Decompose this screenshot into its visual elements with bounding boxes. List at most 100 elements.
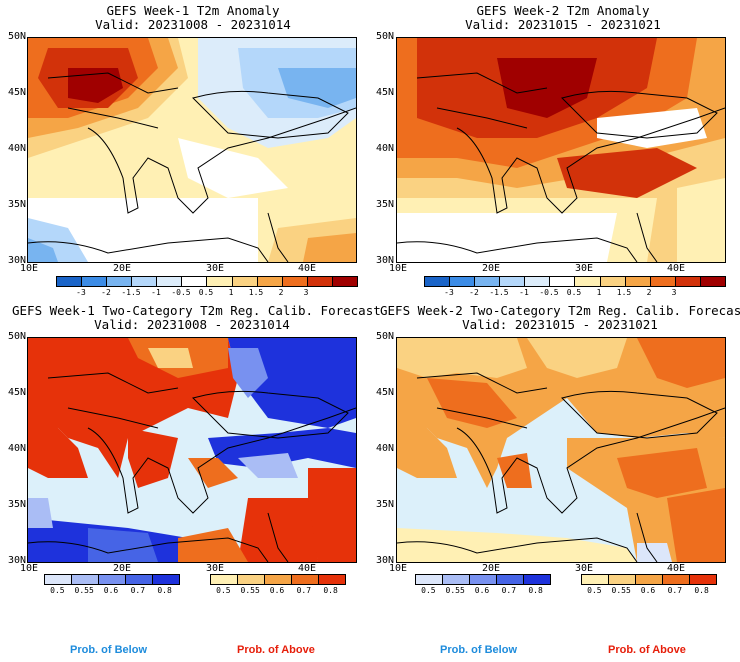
panel2-lat-40n: 40N bbox=[375, 143, 394, 154]
colorbar-swatch bbox=[319, 575, 345, 584]
colorbar-tick-label: 1.5 bbox=[616, 288, 632, 297]
colorbar-tick-label: 2 bbox=[646, 288, 652, 297]
colorbar-tick-label: 3 bbox=[671, 288, 677, 297]
colorbar-tick-label: 0.5 bbox=[50, 586, 65, 595]
colorbar-swatch bbox=[45, 575, 72, 584]
colorbar-tick-label: 0.5 bbox=[421, 586, 436, 595]
panel2-lon-40e: 40E bbox=[666, 263, 686, 274]
panel1-lat-45n: 45N bbox=[7, 87, 26, 98]
colorbar-tick-label: 0.8 bbox=[157, 586, 172, 595]
colorbar-swatch bbox=[525, 277, 551, 286]
panel2-lat-30n: 30N bbox=[375, 255, 394, 266]
panel4-lon-20e: 20E bbox=[481, 563, 501, 574]
colorbar-tick-label: 0.55 bbox=[74, 586, 94, 595]
panel1-title: GEFS Week-1 T2m Anomaly Valid: 20231008 … bbox=[95, 3, 291, 32]
colorbar-swatch bbox=[416, 575, 443, 584]
colorbar-swatch bbox=[282, 277, 308, 286]
panel2-lon-10e: 10E bbox=[388, 263, 408, 274]
colorbar-swatch bbox=[332, 277, 357, 286]
colorbar-tick-label: 0.6 bbox=[103, 586, 119, 595]
panel2-anomaly-colorbar bbox=[424, 276, 726, 287]
colorbar-swatch bbox=[99, 575, 126, 584]
colorbar-swatch bbox=[57, 277, 83, 286]
panel4-lat-30n: 30N bbox=[375, 555, 394, 566]
colorbar-tick-label: -1.5 bbox=[121, 288, 141, 297]
colorbar-swatch bbox=[690, 575, 716, 584]
colorbar-swatch bbox=[425, 277, 451, 286]
panel4-below-colorbar bbox=[415, 574, 551, 585]
colorbar-tick-label: 0.8 bbox=[323, 586, 338, 595]
panel3-prob-above-label: Prob. of Above bbox=[237, 644, 315, 656]
panel3-lon-40e: 40E bbox=[297, 563, 317, 574]
panel2-lon-20e: 20E bbox=[481, 263, 501, 274]
colorbar-tick-label: 0.55 bbox=[240, 586, 260, 595]
panel1-lat-50n: 50N bbox=[7, 31, 26, 42]
panel4-lon-30e: 30E bbox=[574, 563, 594, 574]
panel3-above-colorbar bbox=[210, 574, 346, 585]
colorbar-swatch bbox=[497, 575, 524, 584]
colorbar-swatch bbox=[211, 575, 238, 584]
colorbar-tick-label: 0.7 bbox=[501, 586, 517, 595]
colorbar-swatch bbox=[675, 277, 701, 286]
panel3-lat-35n: 35N bbox=[7, 499, 26, 510]
colorbar-tick-label: 0.7 bbox=[296, 586, 312, 595]
colorbar-swatch bbox=[470, 575, 497, 584]
colorbar-tick-label: -0.5 bbox=[171, 288, 191, 297]
colorbar-tick-label: 0.8 bbox=[694, 586, 709, 595]
panel4-lat-45n: 45N bbox=[375, 387, 394, 398]
colorbar-swatch bbox=[153, 575, 179, 584]
panel4-lon-40e: 40E bbox=[666, 563, 686, 574]
panel2-title: GEFS Week-2 T2m Anomaly Valid: 20231015 … bbox=[465, 3, 661, 32]
panel3-lat-50n: 50N bbox=[7, 331, 26, 342]
colorbar-tick-label: -2 bbox=[469, 288, 479, 297]
colorbar-swatch bbox=[450, 277, 476, 286]
colorbar-swatch bbox=[550, 277, 576, 286]
colorbar-swatch bbox=[82, 277, 108, 286]
panel3-lon-10e: 10E bbox=[19, 563, 39, 574]
colorbar-tick-label: 1.5 bbox=[248, 288, 264, 297]
colorbar-swatch bbox=[575, 277, 601, 286]
colorbar-swatch bbox=[663, 575, 690, 584]
colorbar-swatch bbox=[265, 575, 292, 584]
panel2-lat-45n: 45N bbox=[375, 87, 394, 98]
panel2-anomaly-map bbox=[396, 37, 726, 263]
colorbar-tick-label: -1 bbox=[151, 288, 161, 297]
panel1-lon-20e: 20E bbox=[112, 263, 132, 274]
panel3-lat-40n: 40N bbox=[7, 443, 26, 454]
panel4-prob-above-label: Prob. of Above bbox=[608, 644, 686, 656]
panel4-lon-10e: 10E bbox=[388, 563, 408, 574]
colorbar-tick-label: 0.7 bbox=[130, 586, 146, 595]
colorbar-swatch bbox=[257, 277, 283, 286]
colorbar-swatch bbox=[609, 575, 636, 584]
colorbar-tick-label: 0.55 bbox=[611, 586, 631, 595]
colorbar-tick-label: 0.6 bbox=[640, 586, 656, 595]
panel4-probability-map bbox=[396, 337, 726, 563]
panel3-probability-map bbox=[27, 337, 357, 563]
colorbar-swatch bbox=[132, 277, 158, 286]
colorbar-swatch bbox=[292, 575, 319, 584]
colorbar-swatch bbox=[600, 277, 626, 286]
colorbar-swatch bbox=[582, 575, 609, 584]
colorbar-tick-label: -3 bbox=[76, 288, 86, 297]
colorbar-swatch bbox=[475, 277, 501, 286]
panel3-prob-below-label: Prob. of Below bbox=[70, 644, 147, 656]
panel1-anomaly-map bbox=[27, 37, 357, 263]
colorbar-swatch bbox=[72, 575, 99, 584]
colorbar-swatch bbox=[107, 277, 133, 286]
colorbar-tick-label: 0.55 bbox=[445, 586, 465, 595]
colorbar-tick-label: -1.5 bbox=[489, 288, 509, 297]
colorbar-tick-label: 0.7 bbox=[667, 586, 683, 595]
colorbar-swatch bbox=[207, 277, 233, 286]
panel2-lat-35n: 35N bbox=[375, 199, 394, 210]
colorbar-swatch bbox=[443, 575, 470, 584]
panel1-anomaly-colorbar bbox=[56, 276, 358, 287]
colorbar-tick-label: 0.5 bbox=[587, 586, 602, 595]
colorbar-tick-label: -3 bbox=[444, 288, 454, 297]
colorbar-swatch bbox=[636, 575, 663, 584]
panel3-lat-45n: 45N bbox=[7, 387, 26, 398]
colorbar-tick-label: 0.8 bbox=[528, 586, 543, 595]
colorbar-tick-label: -2 bbox=[101, 288, 111, 297]
colorbar-swatch bbox=[126, 575, 153, 584]
panel4-lat-40n: 40N bbox=[375, 443, 394, 454]
colorbar-tick-label: 0.5 bbox=[198, 288, 214, 297]
